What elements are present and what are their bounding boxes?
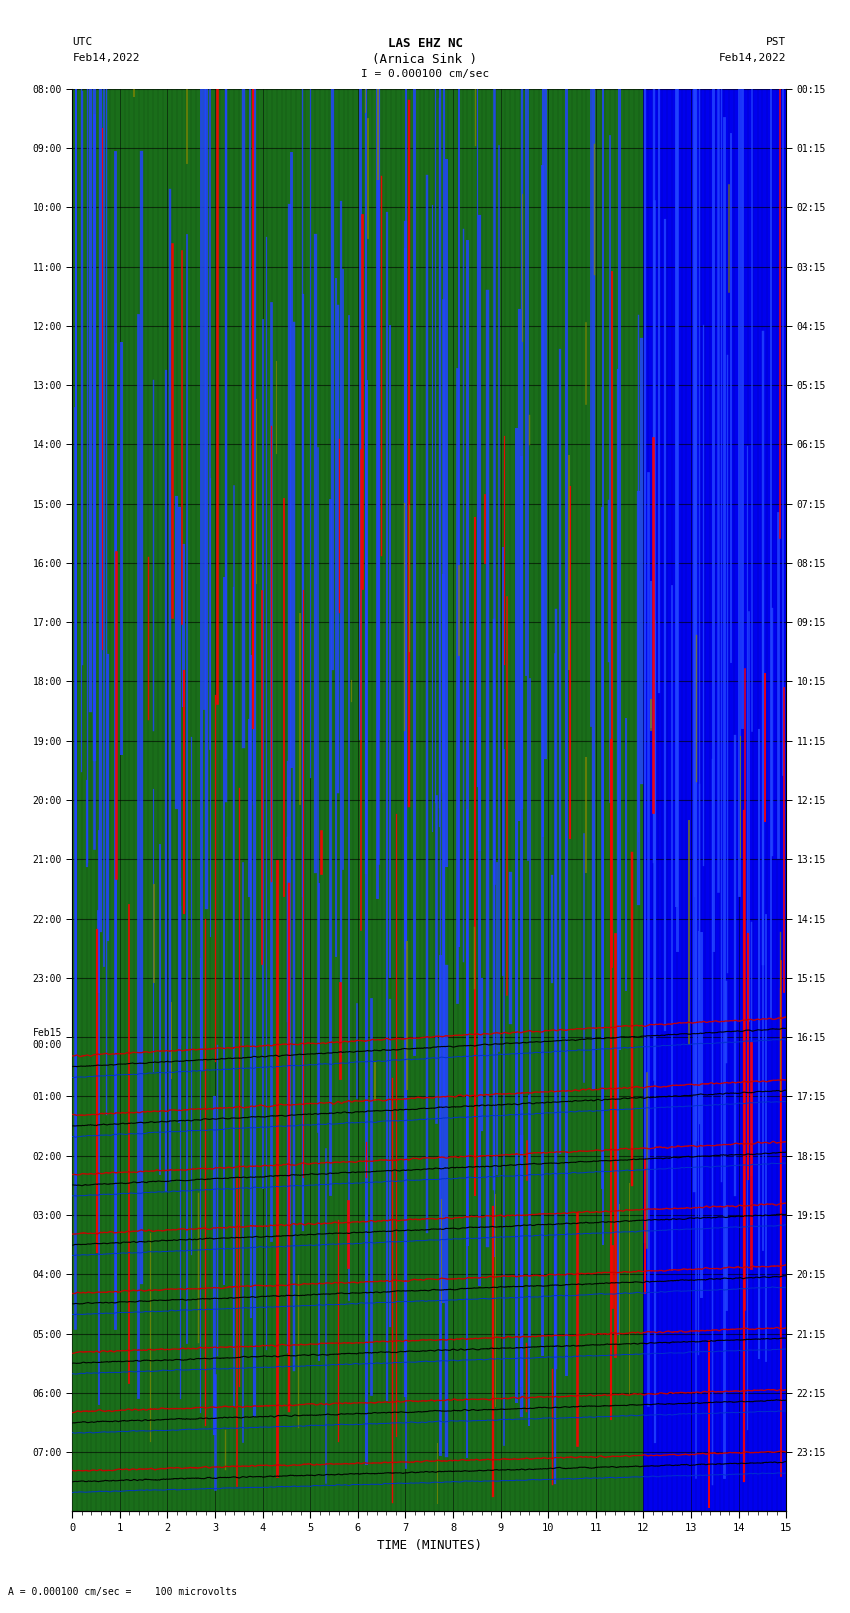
Bar	[72, 1037, 786, 1097]
Bar	[643, 977, 786, 1037]
Bar	[72, 89, 786, 148]
Bar	[72, 1155, 786, 1215]
Bar	[72, 326, 786, 386]
Bar	[643, 208, 786, 266]
Bar	[72, 1215, 786, 1274]
Text: (Arnica Sink ): (Arnica Sink )	[372, 53, 478, 66]
Bar	[643, 326, 786, 386]
Bar	[72, 1452, 643, 1511]
Text: Feb14,2022: Feb14,2022	[72, 53, 139, 63]
Bar	[72, 919, 786, 977]
Bar	[72, 1452, 786, 1511]
Bar	[643, 89, 786, 148]
Text: I = 0.000100 cm/sec: I = 0.000100 cm/sec	[361, 69, 489, 79]
Bar	[72, 1394, 786, 1452]
Bar	[643, 740, 786, 800]
Bar	[72, 1155, 643, 1215]
Text: PST: PST	[766, 37, 786, 47]
Bar	[643, 623, 786, 681]
Bar	[643, 386, 786, 445]
Bar	[72, 503, 786, 563]
Bar	[643, 860, 786, 919]
Bar	[72, 860, 786, 919]
Bar	[72, 148, 786, 208]
Bar	[72, 1274, 786, 1334]
Bar	[72, 1274, 786, 1334]
Text: Feb14,2022: Feb14,2022	[719, 53, 786, 63]
Bar	[72, 623, 786, 681]
Bar	[72, 1097, 643, 1155]
Bar	[643, 563, 786, 623]
Bar	[643, 148, 786, 208]
Bar	[643, 503, 786, 563]
X-axis label: TIME (MINUTES): TIME (MINUTES)	[377, 1539, 482, 1552]
Bar	[72, 1334, 786, 1394]
Bar	[643, 266, 786, 326]
Bar	[72, 1452, 786, 1511]
Bar	[72, 1334, 643, 1394]
Bar	[643, 919, 786, 977]
Bar	[72, 1394, 643, 1452]
Text: LAS EHZ NC: LAS EHZ NC	[388, 37, 462, 50]
Bar	[72, 445, 786, 503]
Bar	[72, 208, 786, 266]
Bar	[72, 1215, 786, 1274]
Bar	[72, 386, 786, 445]
Bar	[72, 1037, 786, 1097]
Bar	[72, 1274, 643, 1334]
Bar	[72, 1215, 643, 1274]
Text: UTC: UTC	[72, 37, 93, 47]
Bar	[72, 682, 786, 740]
Bar	[72, 1155, 786, 1215]
Text: A = 0.000100 cm/sec =    100 microvolts: A = 0.000100 cm/sec = 100 microvolts	[8, 1587, 238, 1597]
Bar	[643, 800, 786, 860]
Bar	[72, 977, 786, 1037]
Bar	[72, 563, 786, 623]
Bar	[72, 800, 786, 860]
Bar	[72, 740, 786, 800]
Bar	[72, 1097, 786, 1155]
Bar	[72, 1334, 786, 1394]
Bar	[643, 682, 786, 740]
Bar	[72, 1097, 786, 1155]
Bar	[72, 1394, 786, 1452]
Bar	[72, 1037, 643, 1097]
Bar	[72, 266, 786, 326]
Bar	[643, 445, 786, 503]
